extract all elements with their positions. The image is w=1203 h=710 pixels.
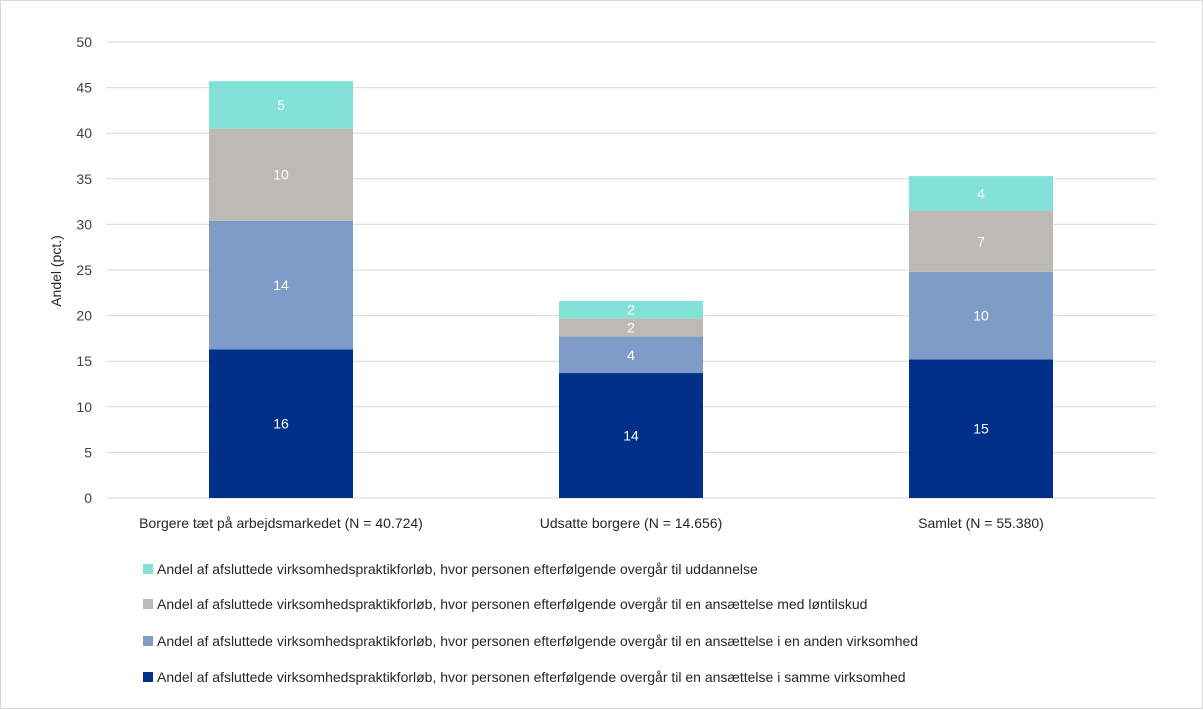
y-tick-label: 45: [76, 80, 92, 96]
legend-label: Andel af afsluttede virksomhedspraktikfo…: [157, 633, 918, 649]
bars: [209, 81, 1053, 498]
y-tick-label: 50: [76, 34, 92, 50]
bar-segment: [559, 301, 703, 319]
data-label: 4: [627, 347, 635, 363]
y-tick-label: 40: [76, 125, 92, 141]
data-label: 14: [623, 428, 639, 444]
y-tick-label: 30: [76, 216, 92, 232]
data-labels: 16 14 10 5 14 4 22 15 10 7 4: [273, 97, 989, 444]
legend: Andel af afsluttede virksomhedspraktikfo…: [143, 561, 918, 685]
bar-segment: [909, 271, 1053, 360]
x-category-label: Borgere tæt på arbejdsmarkedet (N = 40.7…: [139, 515, 423, 531]
y-tick-label: 20: [76, 308, 92, 324]
bar-segment: [909, 359, 1053, 498]
x-axis-categories: Borgere tæt på arbejdsmarkedet (N = 40.7…: [139, 515, 1044, 531]
bar-segment: [209, 349, 353, 498]
y-tick-label: 35: [76, 171, 92, 187]
legend-swatch: [143, 564, 153, 574]
legend-swatch: [143, 599, 153, 609]
bar-segment: [559, 336, 703, 374]
y-tick-label: 5: [84, 444, 92, 460]
data-label: 14: [273, 277, 289, 293]
x-category-label: Samlet (N = 55.380): [918, 515, 1044, 531]
y-tick-label: 25: [76, 262, 92, 278]
data-label: 10: [973, 308, 989, 324]
bar-segment: [559, 373, 703, 498]
data-label: 7: [977, 233, 985, 249]
data-label: 2: [627, 302, 635, 318]
bar-segment: [909, 176, 1053, 211]
legend-label: Andel af afsluttede virksomhedspraktikfo…: [157, 596, 867, 612]
y-axis-ticks: 0 5 10 15 20 25 30 35 40 45 50: [76, 34, 92, 506]
legend-swatch: [143, 636, 153, 646]
y-axis-title: Andel (pct.): [48, 235, 64, 307]
bar-segment: [909, 210, 1053, 272]
legend-label: Andel af afsluttede virksomhedspraktikfo…: [157, 669, 906, 685]
bar-segment: [209, 81, 353, 129]
bar-segment: [559, 318, 703, 337]
data-label: 15: [973, 421, 989, 437]
data-label: 16: [273, 416, 289, 432]
y-tick-label: 0: [84, 490, 92, 506]
legend-swatch: [143, 672, 153, 682]
data-label: 2: [627, 319, 635, 335]
bar-segment: [209, 128, 353, 221]
y-tick-label: 10: [76, 399, 92, 415]
y-tick-label: 15: [76, 353, 92, 369]
data-label: 5: [277, 97, 285, 113]
data-label: 4: [977, 185, 985, 201]
x-category-label: Udsatte borgere (N = 14.656): [540, 515, 723, 531]
bar-segment: [209, 220, 353, 350]
data-label: 10: [273, 167, 289, 183]
legend-label: Andel af afsluttede virksomhedspraktikfo…: [157, 561, 758, 577]
